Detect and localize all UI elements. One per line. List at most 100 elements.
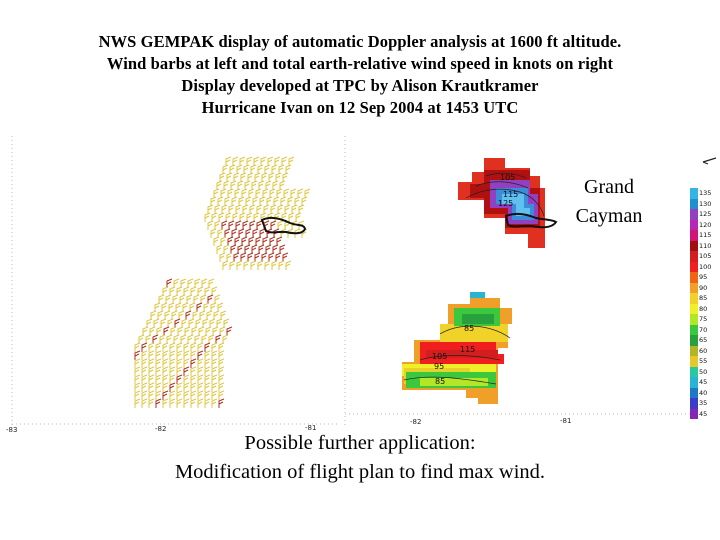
wind-barb xyxy=(141,342,148,352)
colorbar-entry: 125 xyxy=(690,209,720,220)
wind-barb xyxy=(233,172,240,182)
wind-barb xyxy=(150,310,157,320)
wind-barb xyxy=(231,196,238,206)
contour-label: 85 xyxy=(464,324,474,333)
wind-barb xyxy=(134,342,141,352)
wind-barb xyxy=(230,244,237,254)
wind-barb xyxy=(155,358,162,368)
wind-barb xyxy=(183,374,190,384)
wind-barb xyxy=(246,156,253,166)
wind-barb xyxy=(219,172,226,182)
wind-barb xyxy=(213,310,220,320)
wind-barb xyxy=(280,196,287,206)
island-label-line-1: Grand xyxy=(584,176,634,198)
wind-barb xyxy=(250,260,257,270)
wind-barb xyxy=(155,398,162,408)
wind-barb xyxy=(288,156,295,166)
colorbar-label: 85 xyxy=(699,294,708,302)
wind-barb xyxy=(210,302,217,312)
wind-barb xyxy=(204,398,211,408)
footer-line-1: Possible further application: xyxy=(244,432,476,454)
wind-barb xyxy=(248,236,255,246)
wind-barb xyxy=(155,382,162,392)
colorbar-label: 80 xyxy=(699,304,708,313)
wind-barb xyxy=(231,228,238,238)
wind-barb xyxy=(221,220,228,230)
wind-barb xyxy=(155,390,162,400)
wind-barb xyxy=(254,172,261,182)
wind-barb xyxy=(270,204,277,214)
colorbar-swatch xyxy=(690,345,698,356)
wind-barb xyxy=(261,252,268,262)
wind-barb xyxy=(202,318,209,328)
wind-barb xyxy=(167,318,174,328)
wind-barb xyxy=(157,310,164,320)
wind-barb xyxy=(169,286,176,296)
contour-label: 85 xyxy=(435,377,445,386)
wind-barb xyxy=(148,342,155,352)
wind-barb xyxy=(226,326,233,336)
wind-barb xyxy=(265,180,272,190)
wind-barb xyxy=(268,172,275,182)
wind-barb xyxy=(161,302,168,312)
figure-title: NWS GEMPAK display of automatic Doppler … xyxy=(0,31,720,119)
lon-tick: -83 xyxy=(6,426,17,434)
wind-barb xyxy=(255,188,262,198)
wind-barb xyxy=(264,260,271,270)
wind-barb xyxy=(196,302,203,312)
wind-barb xyxy=(256,220,263,230)
lon-tick: -82 xyxy=(155,425,166,433)
wind-barbs-layer xyxy=(134,156,311,408)
wind-barb xyxy=(257,260,264,270)
wind-barb xyxy=(239,156,246,166)
wind-barb xyxy=(208,278,215,288)
wind-barb xyxy=(247,252,254,262)
lon-tick: -81 xyxy=(305,424,316,432)
wind-barb xyxy=(171,310,178,320)
wind-barb xyxy=(176,358,183,368)
wind-barb xyxy=(190,286,197,296)
wind-barb xyxy=(268,252,275,262)
wind-barb xyxy=(164,310,171,320)
wind-barb xyxy=(209,318,216,328)
contour-label: 95 xyxy=(434,362,444,371)
wind-barb xyxy=(298,204,305,214)
wind-barb xyxy=(176,342,183,352)
wind-barb xyxy=(179,294,186,304)
wind-barb xyxy=(170,326,177,336)
wind-barb xyxy=(197,374,204,384)
wind-barb xyxy=(146,318,153,328)
wind-barb xyxy=(191,326,198,336)
wind-barb xyxy=(162,374,169,384)
wind-barb xyxy=(207,294,214,304)
title-line-2: Wind barbs at left and total earth-relat… xyxy=(106,54,614,73)
island-label-line-2: Cayman xyxy=(575,205,643,227)
wind-barb xyxy=(214,204,221,214)
wind-barb xyxy=(176,374,183,384)
contour-labels-north: 105 115 125 xyxy=(498,173,518,208)
wind-barb xyxy=(226,172,233,182)
island-label: Grand Cayman xyxy=(563,173,655,231)
wind-barb xyxy=(210,228,217,238)
wind-barb xyxy=(183,390,190,400)
colorbar-label: 105 xyxy=(699,252,712,260)
colorbar-label: 90 xyxy=(699,283,708,292)
wind-barb xyxy=(141,374,148,384)
colorbar-swatch xyxy=(690,272,698,283)
wind-barb xyxy=(214,220,221,230)
wind-barb xyxy=(197,286,204,296)
wind-barb xyxy=(240,172,247,182)
colorbar-swatch xyxy=(690,293,698,304)
wind-barb xyxy=(264,164,271,174)
wind-barb xyxy=(148,382,155,392)
wind-barb xyxy=(239,212,246,222)
wind-barb xyxy=(175,302,182,312)
wind-barb xyxy=(225,212,232,222)
colorbar-label: 50 xyxy=(699,367,708,376)
wind-barb xyxy=(220,188,227,198)
wind-barb xyxy=(154,302,161,312)
wind-barb xyxy=(243,164,250,174)
wind-barb xyxy=(251,180,258,190)
wind-barb xyxy=(301,196,308,206)
wind-barb xyxy=(197,350,204,360)
